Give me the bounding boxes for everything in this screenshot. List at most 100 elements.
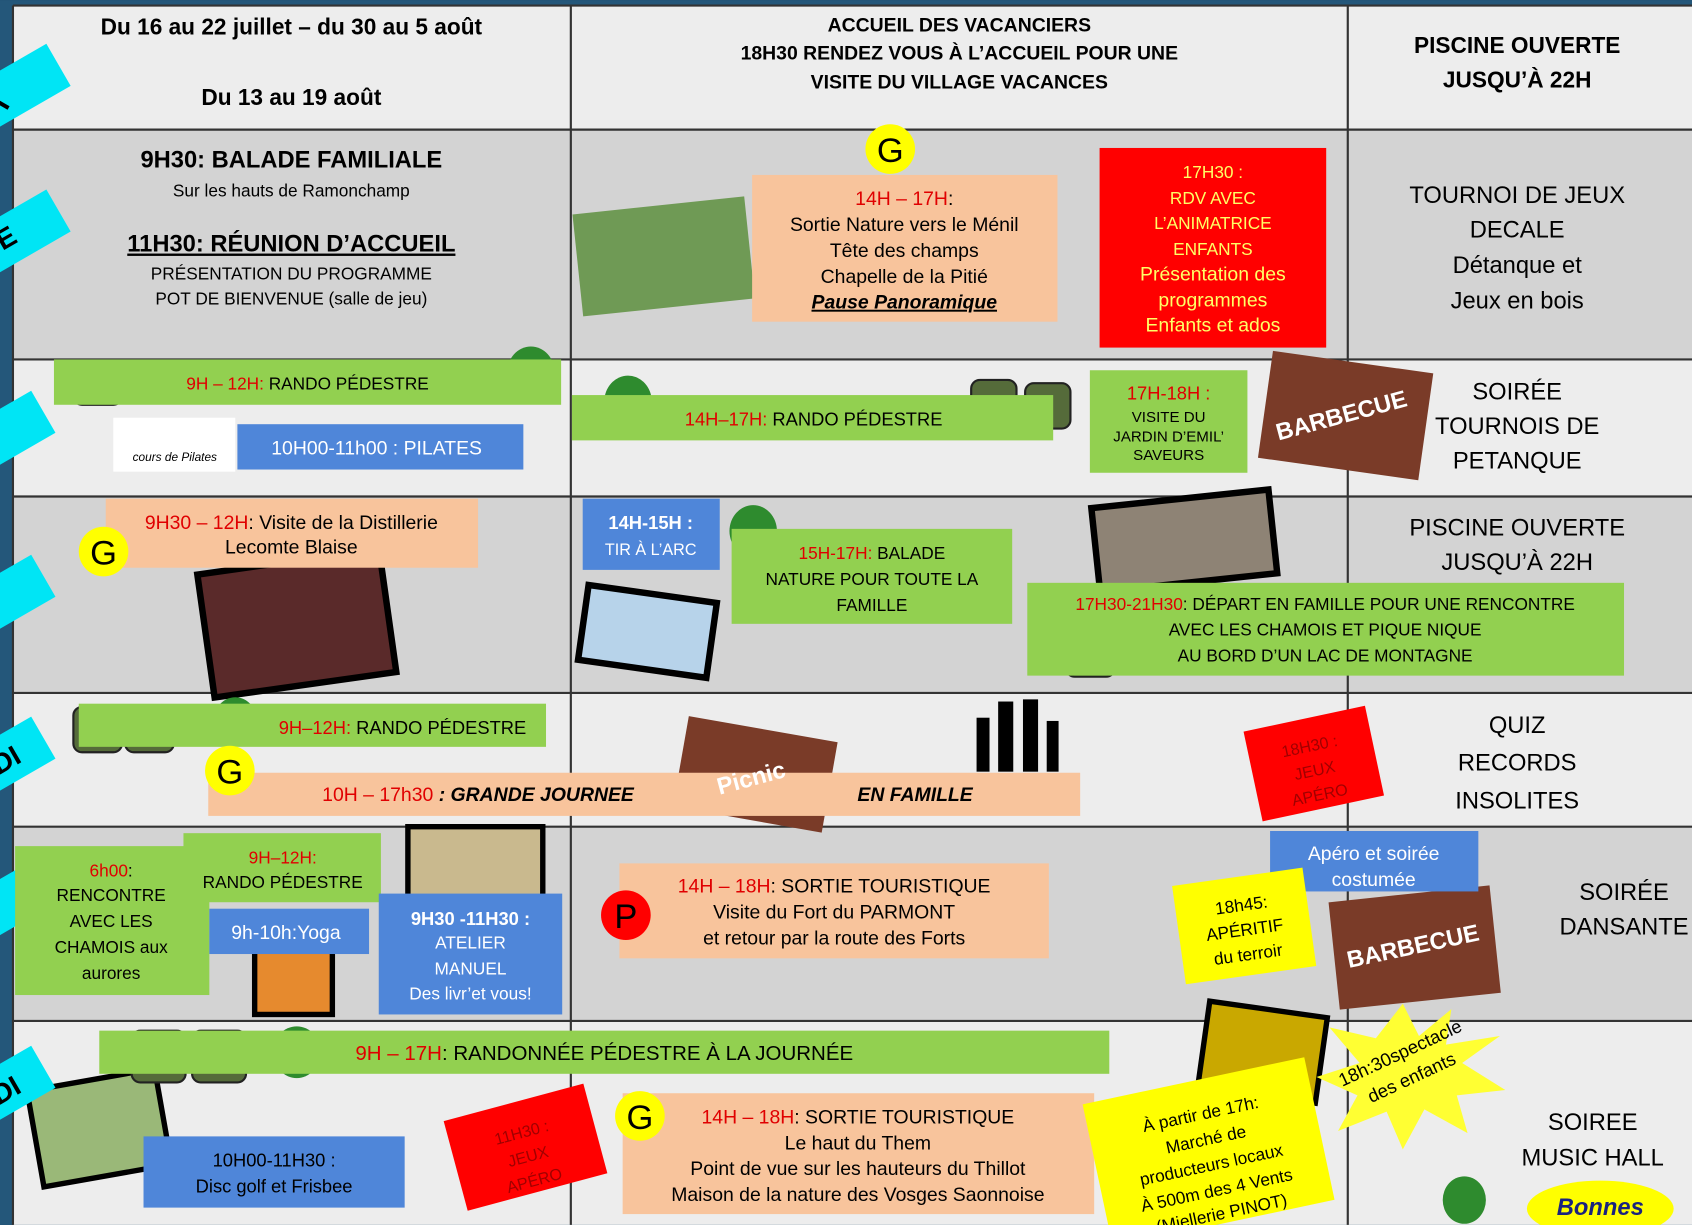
activity-text: EN FAMILLE [857, 784, 973, 806]
activity-text: Chapelle de la Pitié [821, 266, 988, 288]
activity-time: 17H30-21H30 [1075, 594, 1182, 614]
activity-box [582, 498, 720, 570]
day-tag [0, 189, 71, 281]
silhouette [976, 717, 990, 772]
activity-text: Disc golf et Frisbee [196, 1176, 353, 1197]
chapel-photo [572, 196, 755, 317]
activity-text: Visite du Fort du PARMONT [713, 901, 955, 923]
yoga-photo [251, 944, 336, 1018]
activity-line: : SORTIE TOURISTIQUE [794, 1106, 1014, 1128]
evening-text: PETANQUE [1453, 448, 1582, 474]
activity-text: Le haut du Them [785, 1132, 931, 1154]
badge [865, 124, 916, 174]
barbecue-photo [1257, 350, 1434, 481]
activity-time: 9H–12H: [279, 717, 351, 738]
activity-line: SAVEURS [1133, 447, 1204, 464]
activity-time: 9H–12H: [249, 847, 317, 867]
activity-text: 9h-10h:Yoga [231, 922, 341, 944]
activity-time: 6h00 [90, 860, 128, 880]
activity-text: FAMILLE [836, 595, 907, 615]
activity-text: 9H – 17H: RANDONNÉE PÉDESTRE À LA JOURNÉ… [355, 1042, 853, 1065]
activity-text: VISITE DU [1132, 409, 1206, 426]
evening-text: SOIREE [1548, 1110, 1638, 1136]
activity: 15H-17H: BALADE NATURE POUR TOUTE LA FAMIL… [731, 528, 1013, 624]
activity-text: NATURE POUR TOUTE LA [765, 569, 978, 589]
activity: 10H – 17h30 : GRANDE JOURNEE EN FAMILLE [208, 772, 1081, 816]
activity-text: 9H30 – 12H: Visite de la Distillerie [145, 512, 438, 534]
activity-line: BALADE [872, 543, 945, 563]
activity-line: VISITE DU [1132, 409, 1206, 426]
activity-box [1089, 370, 1248, 473]
activity-line: : SORTIE TOURISTIQUE [771, 876, 991, 898]
activity: 9h-10h:Yoga [209, 908, 370, 955]
activity-box [15, 846, 210, 996]
badge-letter: P [614, 898, 637, 936]
activity-text: RDV AVEC [1170, 188, 1256, 208]
activity-text: RANDO PÉDESTRE [203, 872, 363, 892]
starburst [1316, 1003, 1506, 1150]
activity: 14H – 18H: SORTIE TOURISTIQUE Visite du F… [619, 863, 1049, 959]
activity-line: Présentation des [1140, 264, 1286, 286]
activity-text: Des livr’et vous! [409, 983, 531, 1003]
activity: 14H–17H: RANDO PÉDESTRE [571, 395, 1054, 441]
activity-text: Sur les hauts de Ramonchamp [173, 181, 410, 201]
activity-line: EN FAMILLE [857, 784, 973, 806]
badge [205, 745, 255, 796]
activity-line: TIR À L’ARC [605, 540, 697, 559]
day-tag [0, 716, 56, 800]
activity: 6h00: RENCONTRE AVEC LES CHAMOIS aux aurores [15, 846, 210, 996]
activity-box [1027, 582, 1625, 676]
activity-text: 17H-18H : [1127, 382, 1211, 403]
activity-text: AVEC LES CHAMOIS ET PIQUE NIQUE [1169, 620, 1482, 640]
pilates-logo-text: cours de Pilates [133, 450, 217, 464]
activity-time: 15H-17H: [799, 543, 873, 563]
evening-text: PISCINE OUVERTE [1409, 515, 1625, 541]
header-dates: Du 16 au 22 juillet – du 30 au 5 août [101, 14, 483, 40]
barbecue-photo [1328, 885, 1501, 1010]
activity-text: 17H30-21H30: DÉPART EN FAMILLE POUR UNE … [1075, 594, 1574, 614]
activity: 10H00-11h00 : PILATES [237, 424, 524, 470]
activity-line: : Visite de la Distillerie [248, 512, 437, 534]
activity-line: RDV AVEC [1170, 188, 1256, 208]
activity-text: 10H00-11H30 : [213, 1150, 336, 1171]
activity: 9H–12H: RANDO PÉDESTRE [78, 703, 547, 747]
activity: 11H30: RÉUNION D’ACCUEIL PRÉSENTATION DU … [127, 230, 455, 309]
evening-text: TOURNOIS DE [1435, 414, 1599, 440]
activity-line: et retour par la route des Forts [703, 927, 965, 949]
owl [1442, 1176, 1486, 1224]
activity-line: aurores [82, 963, 140, 983]
activity: 9H30 – 12H: Visite de la Distillerie Leco… [105, 498, 479, 568]
activity-time: 14H–17H: [685, 408, 768, 429]
activity-text: JARDIN D’EMIL’ [1113, 428, 1224, 445]
activity-line: costumée [1332, 869, 1416, 891]
activity-line: Sur les hauts de Ramonchamp [173, 181, 410, 201]
activity: 17H-18H : VISITE DU JARDIN D’EMIL’ SAVEURS [1089, 370, 1248, 473]
activity-box [571, 395, 1054, 441]
activity-line: FAMILLE [836, 595, 907, 615]
activity-line: Tête des champs [830, 240, 979, 262]
activity-box [752, 174, 1058, 322]
badge-letter: G [626, 1099, 653, 1137]
activity-text: 14H – 18H: SORTIE TOURISTIQUE [678, 876, 991, 898]
activity-line: 11H30: RÉUNION D’ACCUEIL [127, 230, 455, 258]
badge [601, 890, 651, 941]
activity: 14H – 17H: Sortie Nature vers le Ménil Têt… [752, 174, 1058, 322]
activity-box [619, 863, 1049, 959]
discgolf-photo [23, 1065, 175, 1190]
silhouette [1022, 699, 1039, 772]
activity: 9H30: BALADE FAMILIALE Sur les hauts de R… [140, 147, 442, 200]
activity: 9H30 -11H30 : ATELIER MANUEL Des livr’et vo… [378, 893, 563, 1015]
activity-line: NATURE POUR TOUTE LA [765, 569, 978, 589]
activity-box [622, 1093, 1095, 1215]
activity-text: 11H30: RÉUNION D’ACCUEIL [127, 230, 455, 258]
activity-line: Lecomte Blaise [225, 537, 358, 559]
activity-box [1172, 867, 1317, 985]
activity-text: 10H00-11h00 : PILATES [271, 437, 482, 459]
activity-line: RENCONTRE [57, 885, 166, 905]
activity-text: 17H30 : [1183, 162, 1243, 182]
activity-line: programmes [1158, 290, 1267, 312]
activity-line: RANDO PÉDESTRE [264, 374, 429, 394]
activity-box [237, 424, 524, 470]
activity-box [1270, 831, 1479, 892]
